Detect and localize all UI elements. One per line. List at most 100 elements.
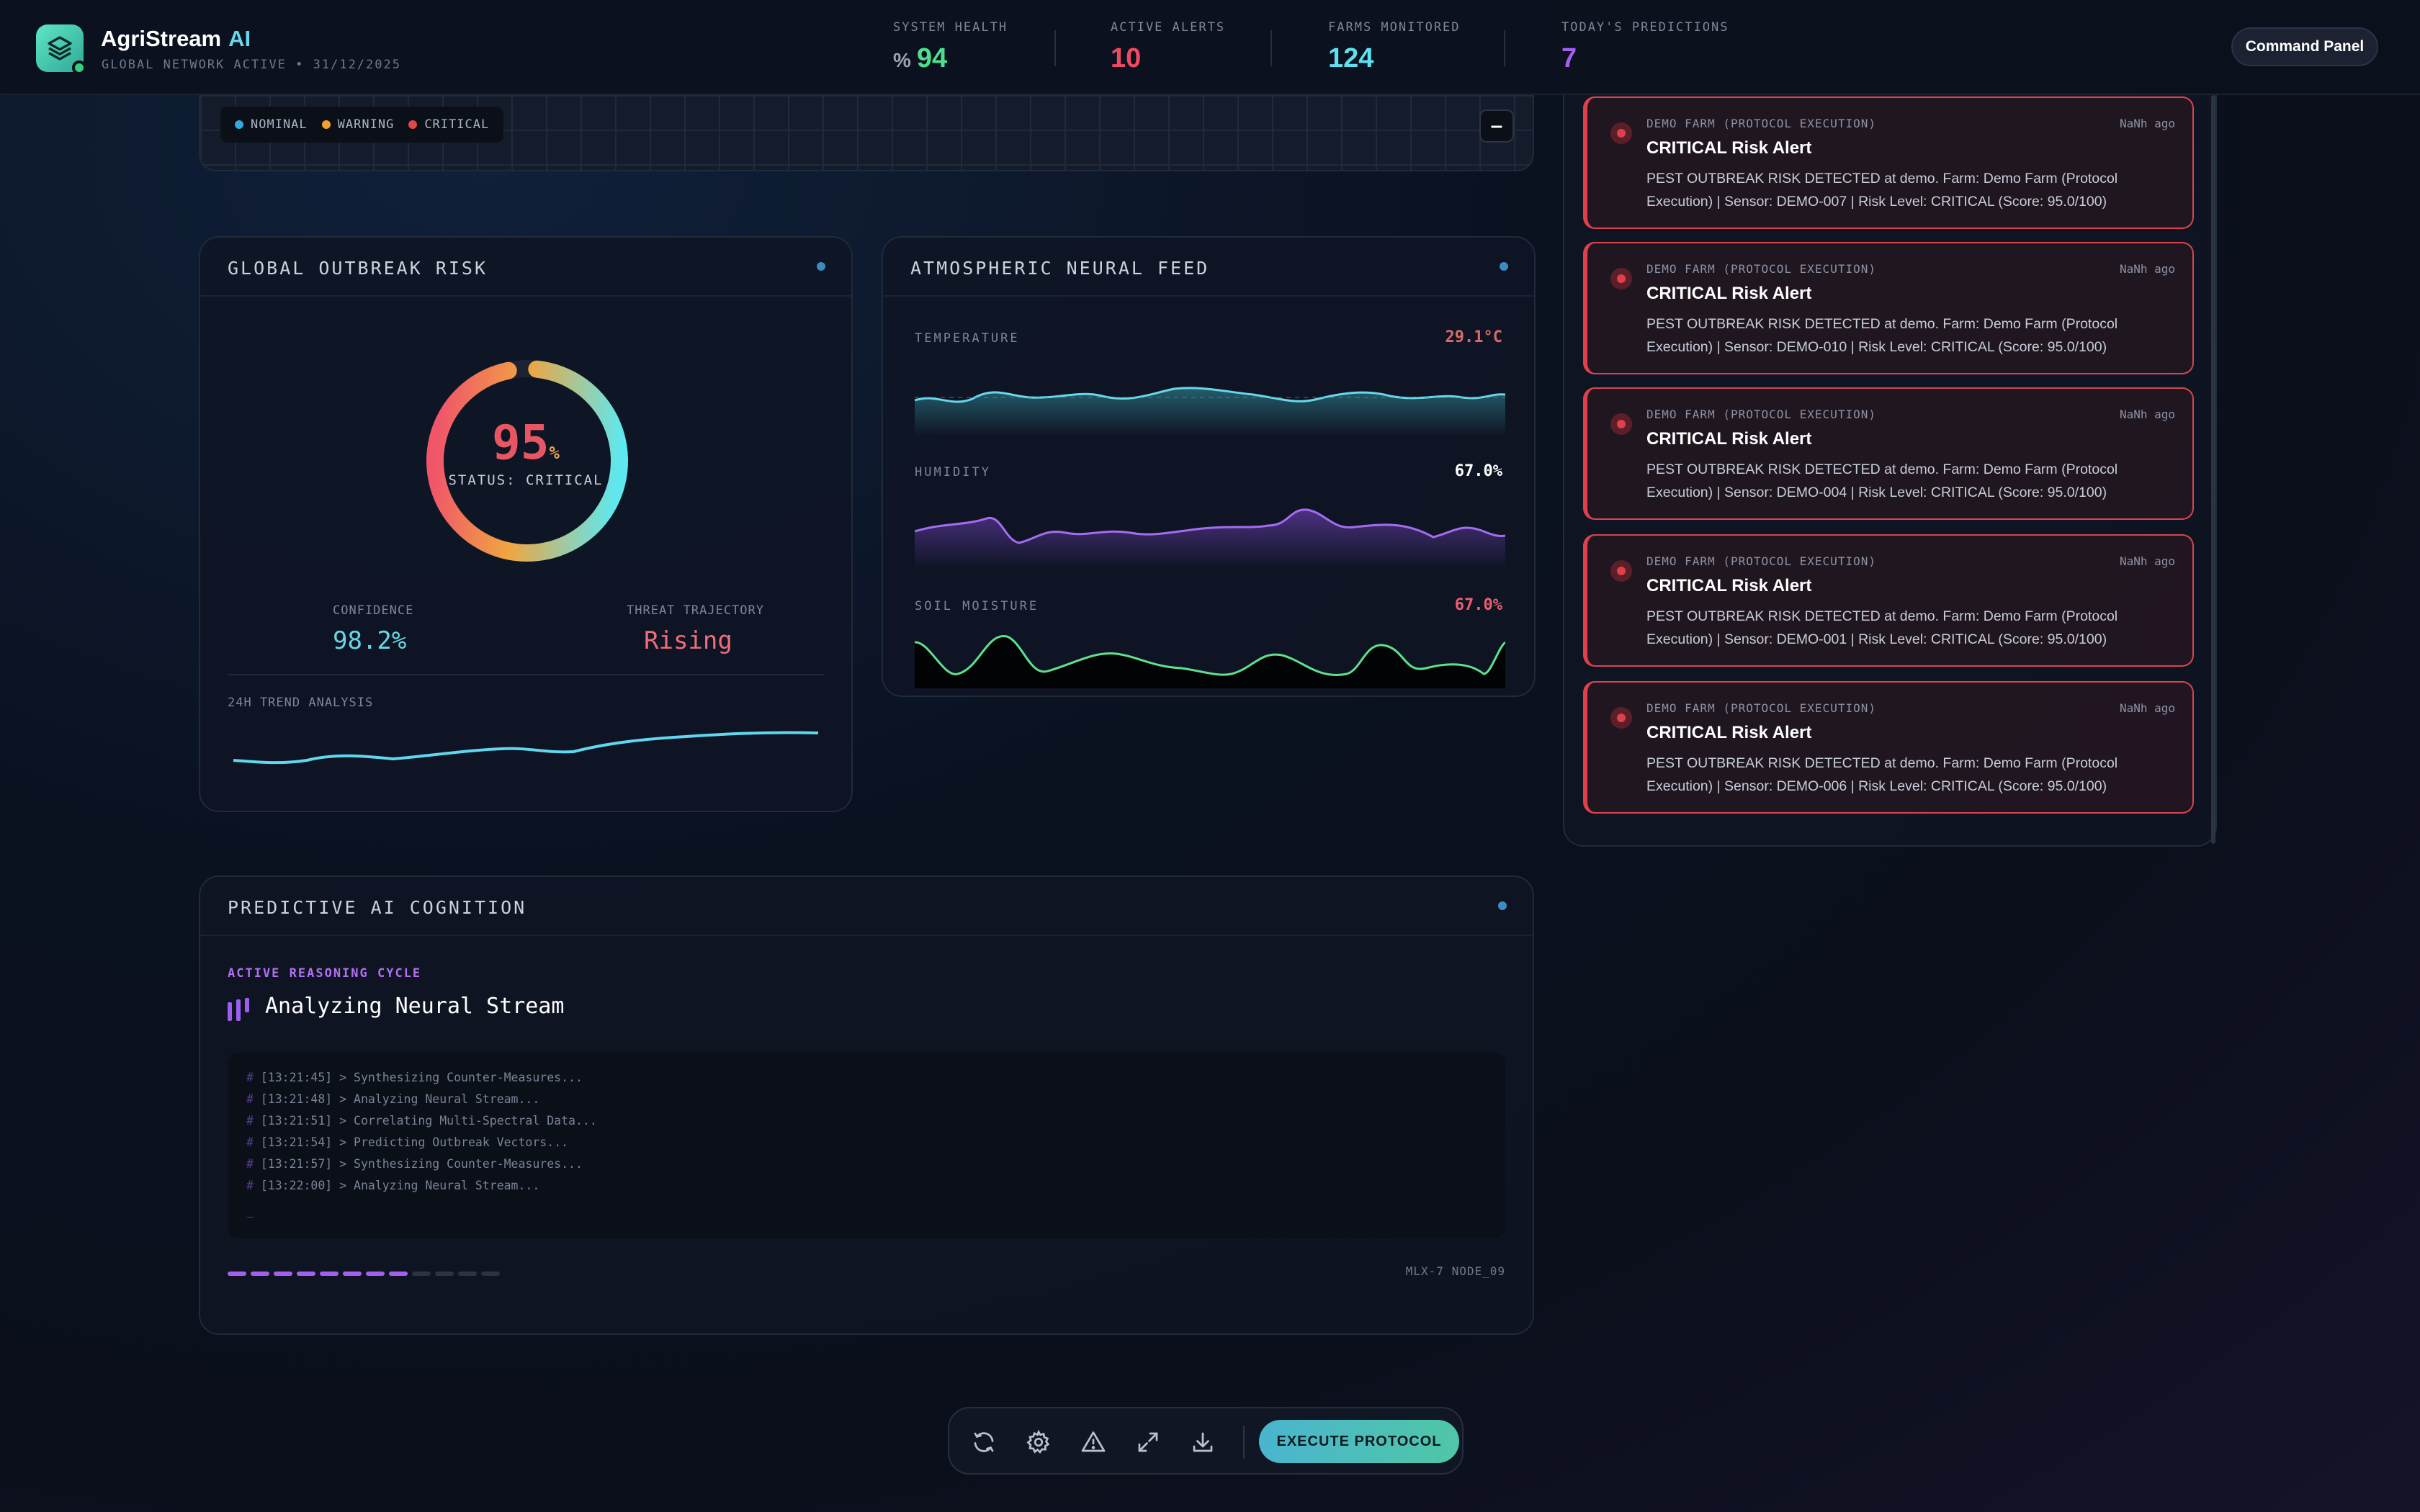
alerts-scrollbar[interactable]: [2211, 95, 2215, 844]
temperature-value: 29.1°C: [1445, 328, 1502, 346]
confidence-value: 98.2%: [333, 626, 407, 655]
alert-time: NaNh ago: [2119, 701, 2175, 715]
alert-source: DEMO FARM (PROTOCOL EXECUTION): [1646, 262, 1876, 276]
stat-todays-predictions: TODAY'S PREDICTIONS 7: [1561, 20, 1729, 73]
progress-segment: [297, 1272, 315, 1276]
alert-time: NaNh ago: [2119, 554, 2175, 568]
trend-label: 24H TREND ANALYSIS: [228, 696, 374, 710]
node-id: MLX-7 NODE_09: [1405, 1264, 1505, 1278]
alert-card[interactable]: DEMO FARM (PROTOCOL EXECUTION) NaNh ago …: [1583, 242, 2194, 374]
farms-monitored-value: 124: [1328, 43, 1374, 73]
alert-card[interactable]: DEMO FARM (PROTOCOL EXECUTION) NaNh ago …: [1583, 96, 2194, 229]
legend-critical: CRITICAL: [408, 117, 489, 132]
alert-time: NaNh ago: [2119, 408, 2175, 421]
stat-active-alerts: ACTIVE ALERTS 10: [1111, 20, 1226, 73]
soil-moisture-sparkline: [915, 635, 1505, 688]
risk-gauge-arc: [426, 360, 628, 562]
download-icon[interactable]: [1188, 1428, 1217, 1457]
system-health-value: 94: [916, 43, 948, 73]
current-task: Analyzing Neural Stream: [265, 994, 565, 1019]
alert-title: CRITICAL Risk Alert: [1646, 429, 1812, 449]
risk-status: STATUS: CRITICAL: [448, 472, 604, 488]
alert-indicator-icon: [1610, 122, 1632, 144]
log-line: # [13:21:57] > Synthesizing Counter-Meas…: [246, 1157, 583, 1171]
expand-icon[interactable]: [1134, 1428, 1162, 1457]
alert-indicator-icon: [1610, 707, 1632, 729]
warning-icon[interactable]: [1079, 1428, 1108, 1457]
terminal-cursor: _: [246, 1204, 254, 1218]
alert-message: PEST OUTBREAK RISK DETECTED at demo. Far…: [1646, 171, 2118, 210]
alert-title: CRITICAL Risk Alert: [1646, 723, 1812, 742]
alert-card[interactable]: DEMO FARM (PROTOCOL EXECUTION) NaNh ago …: [1583, 534, 2194, 667]
refresh-icon[interactable]: [969, 1428, 998, 1457]
progress-segment: [412, 1272, 431, 1276]
progress-segment: [366, 1272, 385, 1276]
log-line: # [13:21:45] > Synthesizing Counter-Meas…: [246, 1071, 583, 1084]
gear-icon[interactable]: [1024, 1428, 1053, 1457]
active-reasoning-label: ACTIVE REASONING CYCLE: [228, 966, 422, 981]
status-dot: [1498, 901, 1507, 910]
alert-card[interactable]: DEMO FARM (PROTOCOL EXECUTION) NaNh ago …: [1583, 387, 2194, 520]
trajectory-label: THREAT TRAJECTORY: [627, 603, 764, 618]
log-line: # [13:21:51] > Correlating Multi-Spectra…: [246, 1114, 597, 1128]
legend-warning: WARNING: [321, 117, 395, 132]
risk-score: 95%: [492, 415, 560, 470]
zoom-out-button[interactable]: –: [1479, 109, 1514, 143]
online-status-dot: [72, 60, 86, 75]
panel-header: ATMOSPHERIC NEURAL FEED: [883, 238, 1534, 297]
humidity-label: HUMIDITY: [915, 465, 991, 480]
command-panel-button[interactable]: Command Panel: [2231, 27, 2378, 66]
alert-time: NaNh ago: [2119, 262, 2175, 276]
status-dot: [817, 262, 825, 271]
legend-nominal: NOMINAL: [235, 117, 308, 132]
alert-message: PEST OUTBREAK RISK DETECTED at demo. Far…: [1646, 462, 2118, 500]
log-line: # [13:21:48] > Analyzing Neural Stream..…: [246, 1092, 540, 1106]
trajectory-value: Rising: [644, 626, 732, 655]
alert-source: DEMO FARM (PROTOCOL EXECUTION): [1646, 117, 1876, 130]
alert-indicator-icon: [1610, 413, 1632, 435]
stat-system-health: SYSTEM HEALTH % 94: [893, 20, 1008, 73]
layers-icon: [48, 36, 72, 60]
alerts-feed-panel[interactable]: DEMO FARM (PROTOCOL EXECUTION) NaNh ago …: [1563, 95, 2217, 847]
alert-message: PEST OUTBREAK RISK DETECTED at demo. Far…: [1646, 608, 2118, 647]
stat-farms-monitored: FARMS MONITORED 124: [1328, 20, 1461, 73]
atmospheric-feed-panel: ATMOSPHERIC NEURAL FEED TEMPERATURE 29.1…: [882, 236, 1536, 697]
panel-header: GLOBAL OUTBREAK RISK: [200, 238, 851, 297]
panel-title: PREDICTIVE AI COGNITION: [228, 897, 527, 918]
temperature-label: TEMPERATURE: [915, 331, 1020, 346]
panel-header: PREDICTIVE AI COGNITION: [200, 877, 1533, 936]
map-panel-bottom: NOMINAL WARNING CRITICAL –: [199, 95, 1534, 171]
progress-segment: [251, 1272, 269, 1276]
progress-segment: [228, 1272, 246, 1276]
brand-name: AgriStream AI: [101, 26, 251, 51]
activity-bars-icon: [228, 998, 256, 1021]
soil-moisture-label: SOIL MOISTURE: [915, 599, 1039, 613]
alert-message: PEST OUTBREAK RISK DETECTED at demo. Far…: [1646, 316, 2118, 355]
alert-title: CRITICAL Risk Alert: [1646, 284, 1812, 303]
map-legend: NOMINAL WARNING CRITICAL: [220, 107, 504, 143]
alert-source: DEMO FARM (PROTOCOL EXECUTION): [1646, 554, 1876, 568]
alert-card[interactable]: DEMO FARM (PROTOCOL EXECUTION) NaNh ago …: [1583, 681, 2194, 814]
humidity-value: 67.0%: [1454, 462, 1502, 480]
progress-segment: [458, 1272, 477, 1276]
network-status: GLOBAL NETWORK ACTIVE • 31/12/2025: [102, 58, 401, 72]
app-logo: [36, 24, 86, 75]
confidence-label: CONFIDENCE: [333, 603, 414, 618]
alert-time: NaNh ago: [2119, 117, 2175, 130]
reasoning-log-terminal: # [13:21:45] > Synthesizing Counter-Meas…: [228, 1053, 1505, 1238]
soil-moisture-value: 67.0%: [1454, 596, 1502, 614]
log-line: # [13:21:54] > Predicting Outbreak Vecto…: [246, 1135, 569, 1149]
execute-protocol-button[interactable]: EXECUTE PROTOCOL: [1259, 1420, 1459, 1463]
todays-predictions-value: 7: [1561, 43, 1577, 73]
progress-segment: [481, 1272, 500, 1276]
log-lines: # [13:21:45] > Synthesizing Counter-Meas…: [246, 1067, 1487, 1197]
progress-segment: [435, 1272, 454, 1276]
alert-source: DEMO FARM (PROTOCOL EXECUTION): [1646, 408, 1876, 421]
panel-title: GLOBAL OUTBREAK RISK: [228, 258, 488, 279]
alert-title: CRITICAL Risk Alert: [1646, 576, 1812, 595]
alert-message: PEST OUTBREAK RISK DETECTED at demo. Far…: [1646, 755, 2118, 794]
progress-segment: [389, 1272, 408, 1276]
top-header: AgriStream AI GLOBAL NETWORK ACTIVE • 31/…: [0, 0, 2420, 95]
active-alerts-value: 10: [1111, 43, 1142, 73]
alert-title: CRITICAL Risk Alert: [1646, 138, 1812, 158]
